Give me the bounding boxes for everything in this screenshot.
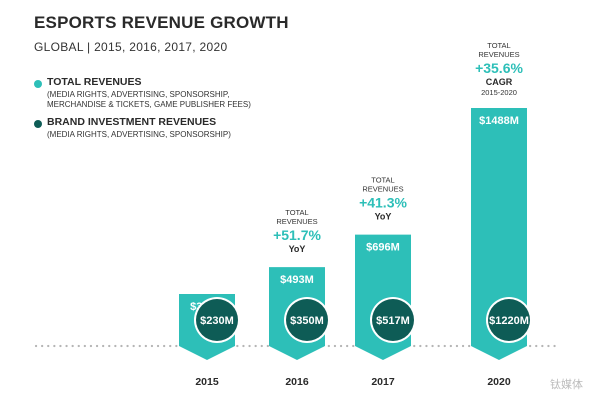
x-tick-2015: 2015	[195, 376, 219, 388]
brand-revenue-label-2016: $350M	[290, 315, 324, 327]
total-revenue-label-2016: $493M	[280, 274, 314, 286]
chart-subtitle: GLOBAL | 2015, 2016, 2017, 2020	[34, 40, 228, 54]
annotation-period-2017: YoY	[375, 212, 392, 222]
legend-total-label: TOTAL REVENUES	[47, 76, 142, 88]
x-tick-2020: 2020	[487, 376, 511, 388]
total-revenue-label-2020: $1488M	[479, 115, 519, 127]
brand-revenue-circle-2015	[196, 299, 238, 341]
x-tick-2017: 2017	[371, 376, 395, 388]
annotation-line1-2017: TOTAL	[371, 176, 394, 185]
annotation-growth-2016: +51.7%	[273, 227, 321, 243]
annotation-range-2020: 2015-2020	[481, 88, 517, 97]
brand-revenue-circle-2016	[286, 299, 328, 341]
brand-revenue-circle-2017	[372, 299, 414, 341]
legend-total-desc-1: (MEDIA RIGHTS, ADVERTISING, SPONSORSHIP,	[47, 90, 230, 99]
chart-title: ESPORTS REVENUE GROWTH	[34, 13, 289, 32]
brand-revenue-circle-2020	[488, 299, 530, 341]
legend-total-desc-2: MERCHANDISE & TICKETS, GAME PUBLISHER FE…	[47, 100, 251, 109]
watermark: 钛媒体	[550, 379, 583, 391]
total-revenue-label-2017: $696M	[366, 242, 400, 254]
annotation-line2-2016: REVENUES	[276, 217, 317, 226]
annotation-line2-2017: REVENUES	[362, 185, 403, 194]
legend-brand-label: BRAND INVESTMENT REVENUES	[47, 116, 217, 128]
annotation-line2-2020: REVENUES	[478, 50, 519, 59]
total-revenue-bar-2020	[471, 108, 527, 360]
legend-total-swatch	[34, 80, 42, 88]
annotation-line1-2020: TOTAL	[487, 41, 510, 50]
brand-revenue-label-2017: $517M	[376, 315, 410, 327]
annotation-period-2016: YoY	[289, 244, 306, 254]
annotation-growth-2020: +35.6%	[475, 60, 523, 76]
legend-brand-desc-1: (MEDIA RIGHTS, ADVERTISING, SPONSORSHIP)	[47, 130, 231, 139]
annotation-line1-2016: TOTAL	[285, 208, 308, 217]
legend-brand-swatch	[34, 120, 42, 128]
annotation-period-2020: CAGR	[486, 77, 513, 87]
brand-revenue-label-2020: $1220M	[489, 315, 529, 327]
x-tick-2016: 2016	[285, 376, 309, 388]
annotation-growth-2017: +41.3%	[359, 195, 407, 211]
brand-revenue-label-2015: $230M	[200, 315, 234, 327]
